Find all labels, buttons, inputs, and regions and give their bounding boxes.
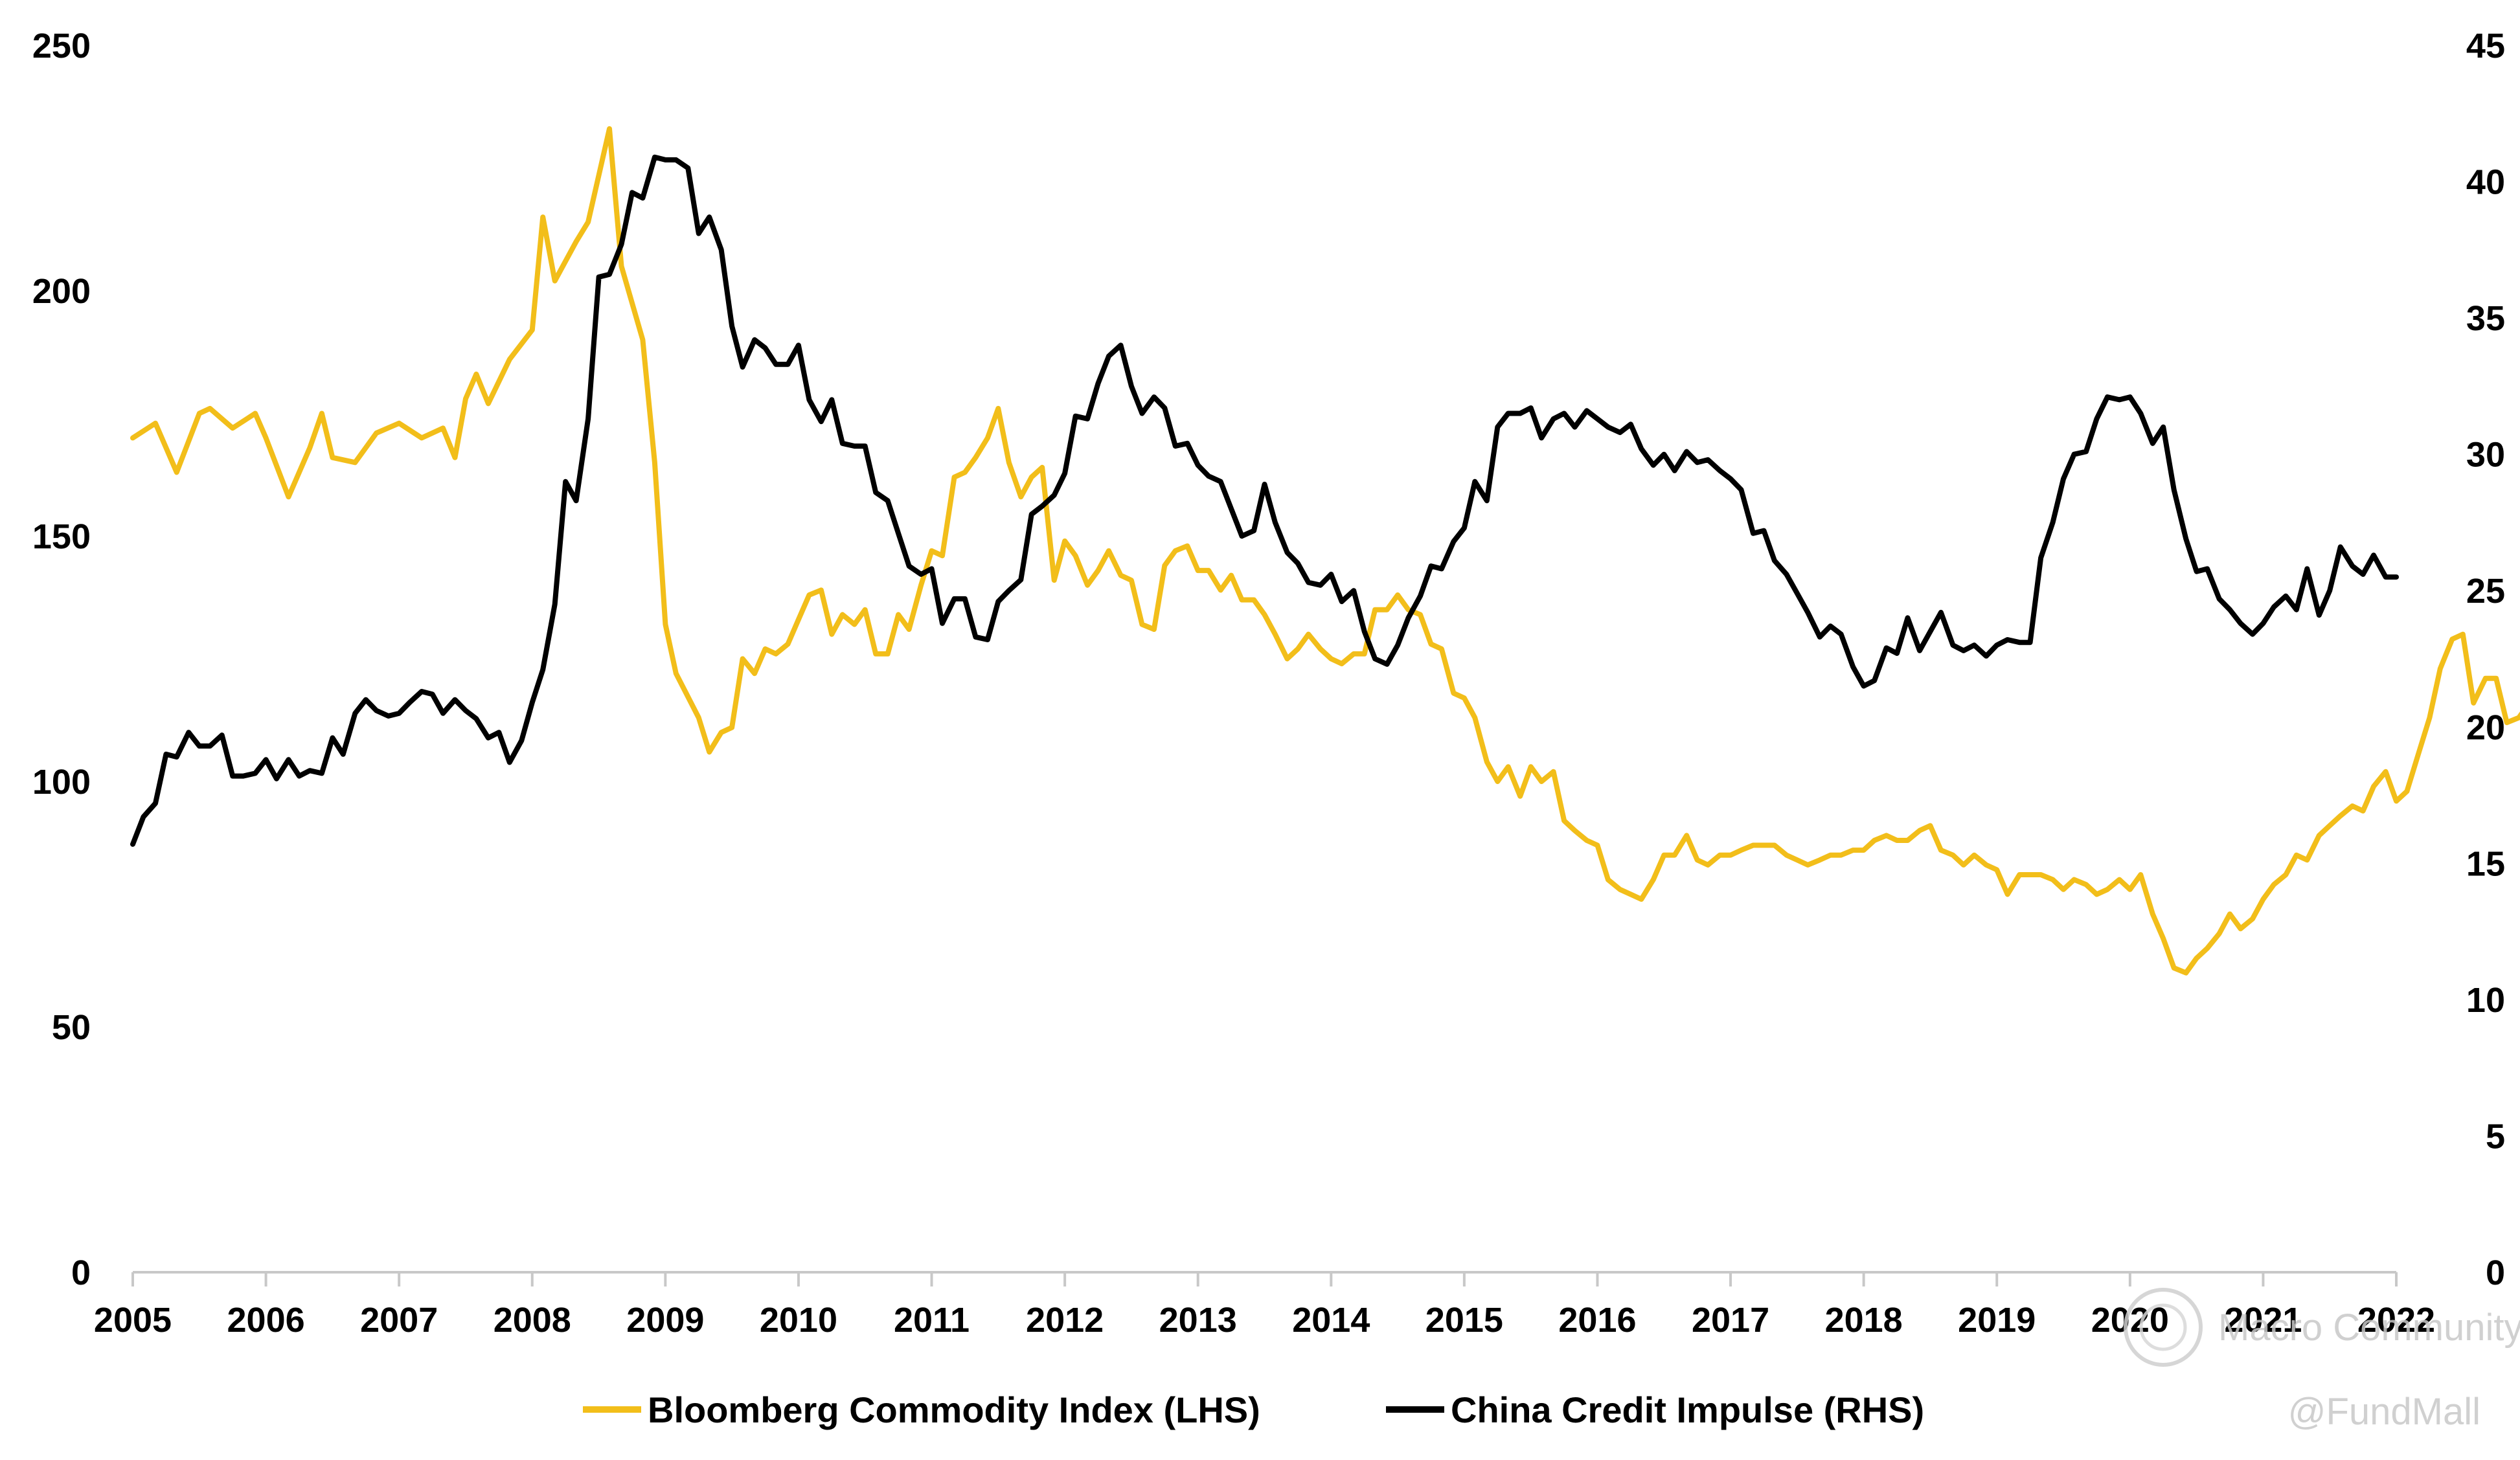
- plot-area: [130, 126, 2520, 976]
- left-tick-label: 100: [32, 763, 91, 802]
- watermark-community-text: Macro Community: [2218, 1307, 2520, 1349]
- right-tick-label: 45: [2466, 27, 2505, 65]
- left-tick-label: 200: [32, 272, 91, 311]
- x-tick-label: 2008: [494, 1301, 571, 1340]
- watermark-logo-icon: [2124, 1288, 2203, 1367]
- x-tick-label: 2012: [1026, 1301, 1104, 1340]
- legend: Bloomberg Commodity Index (LHS) China Cr…: [583, 1389, 1924, 1430]
- right-tick-label: 15: [2466, 844, 2505, 883]
- x-tick-label: 2013: [1159, 1301, 1237, 1340]
- x-tick-label: 2017: [1692, 1301, 1769, 1340]
- watermark-handle-text: @FundMall: [2288, 1391, 2480, 1433]
- right-tick-label: 30: [2466, 436, 2505, 475]
- right-tick-label: 0: [2486, 1253, 2505, 1292]
- x-tick-label: 2015: [1425, 1301, 1503, 1340]
- series-line-china-credit-impulse: [130, 154, 2399, 847]
- x-tick-label: 2006: [227, 1301, 305, 1340]
- x-tick-label: 2018: [1825, 1301, 1903, 1340]
- left-tick-label: 150: [32, 517, 91, 556]
- legend-label-cci: China Credit Impulse (RHS): [1451, 1389, 1924, 1430]
- x-tick-label: 2021: [2224, 1301, 2302, 1340]
- x-tick-label: 2019: [1958, 1301, 2036, 1340]
- x-tick-label: 2014: [1292, 1301, 1370, 1340]
- watermark: Macro Community @FundMall: [2124, 1288, 2520, 1433]
- watermark-logo-inner: [2139, 1303, 2187, 1351]
- left-tick-label: 0: [71, 1253, 91, 1292]
- series-line-bloomberg-commodity-index: [130, 126, 2520, 976]
- x-tick-label: 2011: [894, 1301, 970, 1340]
- x-tick-label: 2007: [360, 1301, 438, 1340]
- left-axis: 0 50 100 150 200 250: [32, 27, 91, 1292]
- right-axis: 0 5 10 15 20 25 30 35 40 45: [2466, 27, 2505, 1292]
- right-tick-label: 35: [2466, 299, 2505, 338]
- x-tick-label: 2005: [94, 1301, 172, 1340]
- right-tick-label: 10: [2466, 981, 2505, 1020]
- right-tick-label: 25: [2466, 572, 2505, 611]
- x-tick-label: 2022: [2357, 1301, 2435, 1340]
- right-tick-label: 5: [2486, 1117, 2505, 1156]
- right-tick-label: 40: [2466, 163, 2505, 202]
- right-tick-label: 20: [2466, 708, 2505, 747]
- x-tick-label: 2016: [1558, 1301, 1636, 1340]
- x-tick-label: 2009: [626, 1301, 704, 1340]
- left-tick-label: 250: [32, 27, 91, 65]
- left-tick-label: 50: [52, 1008, 91, 1047]
- x-axis: 2005 2006 2007 2008 2009 2010 2011 2012 2013 2014…: [94, 1272, 2435, 1340]
- x-tick-label: 2010: [760, 1301, 837, 1340]
- legend-label-bcom: Bloomberg Commodity Index (LHS): [648, 1389, 1260, 1430]
